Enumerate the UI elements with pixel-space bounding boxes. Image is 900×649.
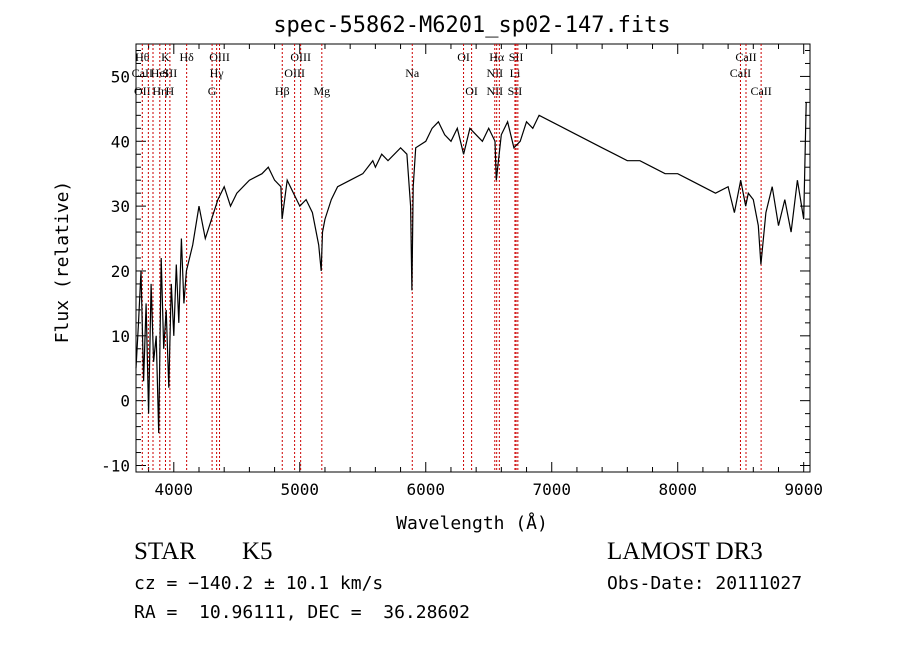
spectral-line-label: Hδ [179, 50, 194, 64]
y-tick-label: 40 [111, 132, 130, 151]
y-tick-label: -10 [101, 457, 130, 476]
spectral-line-label: OIII [209, 50, 230, 64]
spectral-line-label: G [208, 84, 217, 98]
spectral-line-label: OIII [284, 66, 305, 80]
x-tick-label: 8000 [658, 480, 697, 499]
spectral-line-label: OI [465, 84, 478, 98]
x-tick-label: 6000 [406, 480, 445, 499]
spectrum-line [135, 102, 807, 434]
survey-name: LAMOST DR3 [607, 538, 763, 565]
spectral-line-label: CaII [735, 50, 756, 64]
y-tick-label: 0 [120, 392, 130, 411]
spectral-line-label: K [161, 50, 170, 64]
y-axis-label: Flux (relative) [52, 181, 73, 344]
plot-frame [135, 43, 811, 473]
spectral-line-label: Hβ [275, 84, 290, 98]
spectral-line-label: SII [509, 50, 524, 64]
x-tick-label: 9000 [784, 480, 823, 499]
spectral-line-label: OI [457, 50, 470, 64]
plot-area: 4000 5000 6000 7000 8000 9000 -10 0 10 20 30 40 50 Hθ… [101, 43, 823, 499]
spectral-line-label: NII [486, 84, 503, 98]
spectral-line-label: Li [510, 66, 521, 80]
spectral-line-label: Na [405, 66, 420, 80]
spectral-line-label: Hη [152, 84, 167, 98]
spectral-line-label: CaII [730, 66, 751, 80]
spectral-line-label: Hα [489, 50, 505, 64]
y-tick-label: 20 [111, 262, 130, 281]
spectral-line-label: H [166, 84, 175, 98]
y-tick-label: 10 [111, 327, 130, 346]
x-tick-label: 7000 [532, 480, 571, 499]
spectral-line-label: HeI [151, 66, 169, 80]
spectral-line-label: SII [163, 66, 178, 80]
y-tick-label: 50 [111, 67, 130, 86]
spectral-line-label: CaII [132, 66, 153, 80]
spectral-line-label: CaII [750, 84, 771, 98]
spectral-line-label: Mg [313, 84, 330, 98]
observation-date: Obs-Date: 20111027 [607, 573, 803, 594]
chart-title: spec-55862-M6201_sp02-147.fits [273, 13, 670, 38]
x-tick-label: 5000 [281, 480, 320, 499]
spectral-line-label: NII [486, 66, 503, 80]
spectral-line-label: OIII [290, 50, 311, 64]
x-axis-label: Wavelength (Å) [396, 512, 548, 534]
x-tick-label: 4000 [155, 480, 194, 499]
object-class: STAR [134, 538, 196, 565]
y-tick-label: 30 [111, 197, 130, 216]
spectral-line-label: Hγ [210, 66, 225, 80]
object-subclass: K5 [242, 538, 273, 565]
ra-dec-coordinates: RA = 10.96111, DEC = 36.28602 [134, 602, 470, 623]
spectral-line-label: SII [508, 84, 523, 98]
spectral-line-label: OII [134, 84, 151, 98]
redshift-velocity: cz = −140.2 ± 10.1 km/s [134, 573, 384, 594]
spectral-line-label: Hθ [135, 50, 150, 64]
